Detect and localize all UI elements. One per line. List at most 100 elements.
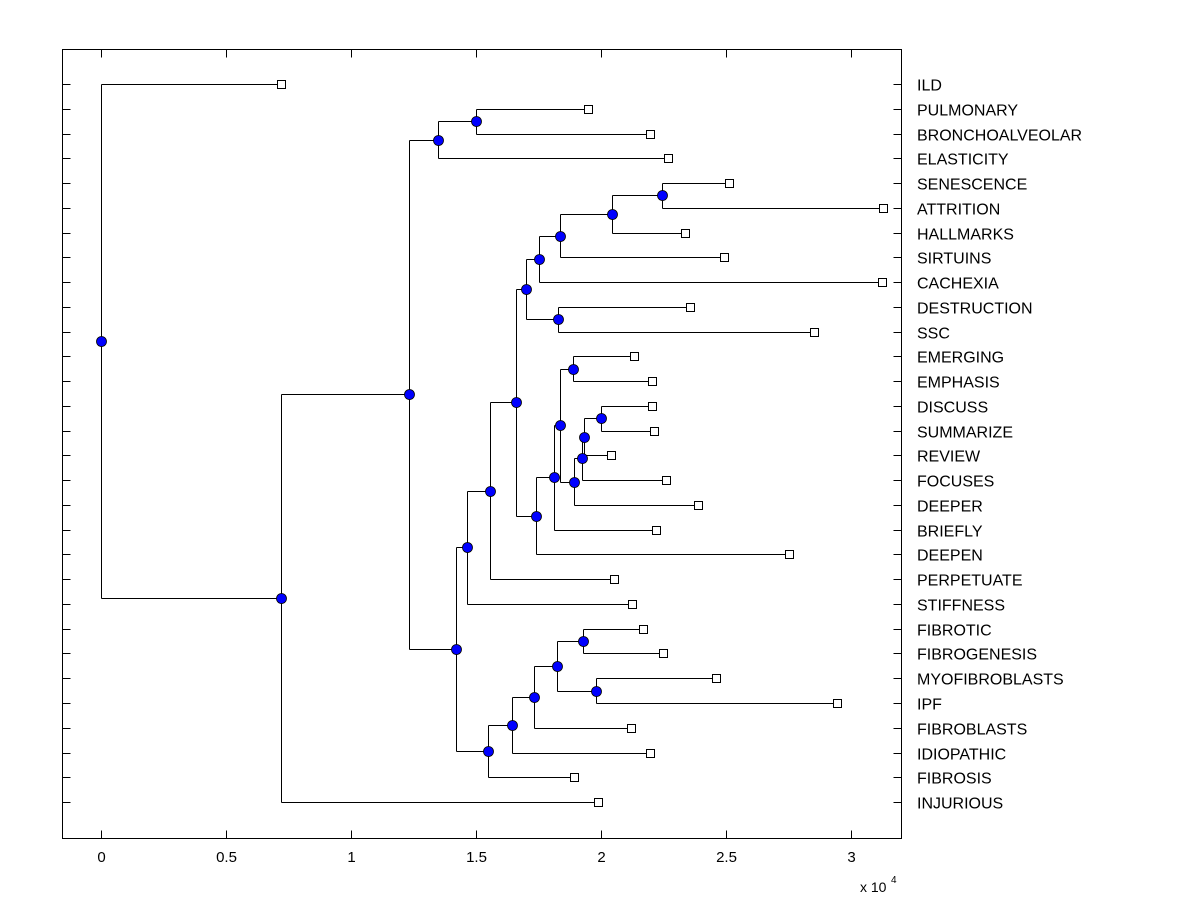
x-tick-label: 2 [597,849,605,866]
leaf-marker-discuss [648,402,657,411]
node-marker-n-emer-emph [568,364,579,375]
node-marker-n-fib4 [552,661,563,672]
node-marker-n-review [579,432,590,443]
x-tick-label: 3 [847,849,855,866]
leaf-label-focuses: FOCUSES [917,474,994,491]
leaf-label-injurious: INJURIOUS [917,796,1003,813]
node-marker-n-main [404,389,415,400]
node-marker-root [96,336,107,347]
leaf-label-fibrosis: FIBROSIS [917,771,992,788]
node-marker-n-perp [485,486,496,497]
node-marker-n-disc-summ [596,413,607,424]
leaf-label-bronchoalveolar: BRONCHOALVEOLAR [917,128,1082,145]
node-marker-n-fibrosis [483,746,494,757]
leaf-label-briefly: BRIEFLY [917,524,983,541]
node-marker-n-mid [555,420,566,431]
leaf-label-fibrogenesis: FIBROGENESIS [917,647,1037,664]
leaf-label-hallmarks: HALLMARKS [917,227,1014,244]
node-marker-n-hall [607,209,618,220]
x-tick-label: 0.5 [216,849,237,866]
node-marker-n-idio [507,720,518,731]
node-marker-n-dest-ssc [553,314,564,325]
leaf-label-ipf: IPF [917,697,942,714]
leaf-label-emerging: EMERGING [917,350,1004,367]
y-axis-ticks [62,84,902,803]
node-marker-n-upper [521,284,532,295]
leaf-label-attrition: ATTRITION [917,202,1000,219]
leaf-marker-fibroblasts [627,724,636,733]
leaf-marker-sirtuins [720,253,729,262]
leaf-marker-myofibroblasts [712,674,721,683]
leaf-label-pulmonary: PULMONARY [917,103,1018,120]
leaf-marker-pulmonary [584,105,593,114]
leaf-label-elasticity: ELASTICITY [917,152,1009,169]
leaf-label-deeper: DEEPER [917,499,983,516]
x-axis-ticks [101,49,852,839]
x-tick-labels: 0 0.5 1 1.5 2 2.5 3 [97,849,855,866]
x-tick-label: 1 [347,849,355,866]
leaf-marker-stiffness [628,600,637,609]
leaf-label-deepen: DEEPEN [917,548,983,565]
leaf-marker-senescence [725,179,734,188]
node-marker-n-focuses [577,453,588,464]
x-tick-label: 0 [97,849,105,866]
leaf-label-senescence: SENESCENCE [917,177,1027,194]
leaf-marker-emerging [630,352,639,361]
node-marker-n-inj [276,593,287,604]
leaf-marker-focuses [662,476,671,485]
leaf-marker-summarize [650,427,659,436]
node-marker-n-sen-att [657,190,668,201]
leaf-marker-ild [277,80,286,89]
leaf-label-myofibroblasts: MYOFIBROBLASTS [917,672,1064,689]
leaf-marker-hallmarks [681,229,690,238]
leaf-label-sirtuins: SIRTUINS [917,251,991,268]
leaf-label-idiopathic: IDIOPATHIC [917,747,1006,764]
leaf-marker-elasticity [664,154,673,163]
tree-links [101,84,884,803]
leaf-marker-bronchoalveolar [646,130,655,139]
x-multiplier-exponent: 4 [891,875,897,886]
x-tick-label: 1.5 [466,849,487,866]
leaf-marker-perpetuate [610,575,619,584]
leaf-label-discuss: DISCUSS [917,400,988,417]
node-marker-n-cach [534,254,545,265]
node-marker-n-top [433,135,444,146]
leaf-markers [277,80,888,807]
leaf-label-perpetuate: PERPETUATE [917,573,1023,590]
x-multiplier-label: x 10 [860,879,887,895]
node-marker-n-pul-bro [471,116,482,127]
leaf-labels: ILD PULMONARY BRONCHOALVEOLAR ELASTICITY SEN… [917,78,1082,813]
node-marker-n-center [511,397,522,408]
node-marker-n-deepen [531,511,542,522]
leaf-marker-destruction [686,303,695,312]
leaf-marker-review [607,451,616,460]
leaf-label-ild: ILD [917,78,942,95]
x-tick-label: 2.5 [716,849,737,866]
leaf-label-fibrotic: FIBROTIC [917,623,992,640]
node-marker-n-fibrotic [578,636,589,647]
node-marker-n-lower [451,644,462,655]
leaf-label-stiffness: STIFFNESS [917,598,1005,615]
node-marker-n-briefly [549,472,560,483]
leaf-marker-fibrosis [570,773,579,782]
leaf-marker-idiopathic [646,749,655,758]
leaf-label-summarize: SUMMARIZE [917,425,1013,442]
leaf-marker-ssc [810,328,819,337]
node-marker-n-sirt [555,231,566,242]
leaf-marker-attrition [879,204,888,213]
leaf-marker-fibrogenesis [659,649,668,658]
leaf-marker-ipf [833,699,842,708]
node-marker-n-deeper [569,477,580,488]
axes-box [62,49,902,839]
leaf-label-review: REVIEW [917,449,981,466]
leaf-label-fibroblasts: FIBROBLASTS [917,722,1027,739]
leaf-marker-fibrotic [639,625,648,634]
leaf-label-destruction: DESTRUCTION [917,301,1033,318]
leaf-marker-deepen [785,550,794,559]
leaf-label-cachexia: CACHEXIA [917,276,999,293]
leaf-marker-emphasis [648,377,657,386]
leaf-label-emphasis: EMPHASIS [917,375,1000,392]
node-marker-n-fibroblasts [529,692,540,703]
